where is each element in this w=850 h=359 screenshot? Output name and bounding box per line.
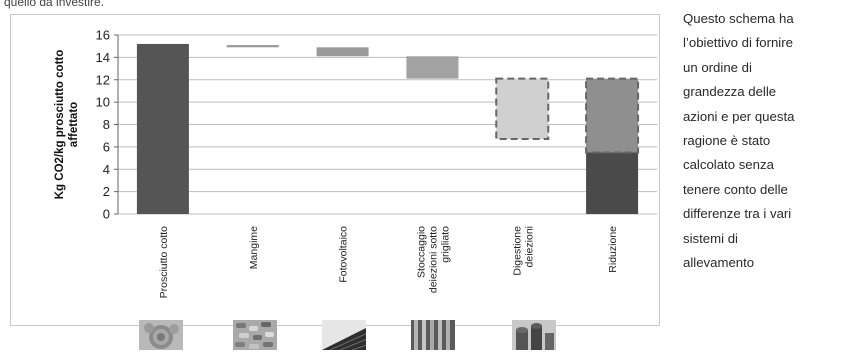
description-line: un ordine di bbox=[683, 59, 752, 75]
description-line: Questo schema ha bbox=[683, 11, 794, 26]
x-category-label-line: deiezioni bbox=[523, 226, 535, 267]
y-tick-label: 12 bbox=[96, 72, 110, 87]
y-tick-label: 4 bbox=[103, 162, 110, 177]
x-category-label-line: Riduzione bbox=[607, 226, 619, 273]
x-category-label-line: deiezioni sotto bbox=[427, 226, 439, 293]
bar bbox=[586, 152, 639, 214]
y-tick-label: 2 bbox=[103, 184, 110, 199]
chart-frame: 0 2 4 6 8 10 12 14 16 Kg CO2/kg prosciutto cotto a… bbox=[10, 14, 660, 326]
x-category-label: Stoccaggiodeiezioni sottogrigliato bbox=[415, 226, 451, 293]
grating-photo-icon bbox=[411, 320, 455, 350]
description-line: sistemi di bbox=[683, 230, 738, 246]
feed-pellets-photo-icon bbox=[233, 320, 277, 350]
x-category-label-line: Prosciutto cotto bbox=[158, 226, 170, 299]
x-category-label-line: grigliato bbox=[439, 226, 451, 263]
x-category-label: Prosciutto cotto bbox=[158, 226, 170, 299]
bar bbox=[585, 77, 640, 154]
x-category-label: Fotovoltaico bbox=[338, 226, 350, 283]
x-category-label: Riduzione bbox=[607, 226, 619, 273]
description-text: Questo schema ha l’obiettivo di fornire … bbox=[683, 7, 848, 275]
y-tick-label: 8 bbox=[103, 117, 110, 132]
y-axis-title-line: Kg CO2/kg prosciutto cotto bbox=[54, 50, 66, 200]
description-line: calcolato senza bbox=[683, 157, 774, 173]
x-category-label-line: Stoccaggio bbox=[415, 226, 427, 278]
bar bbox=[406, 56, 459, 79]
bar bbox=[316, 47, 369, 57]
description-line: ragione è stato bbox=[683, 133, 771, 149]
y-tick-label: 14 bbox=[96, 50, 110, 65]
waterfall-chart: 0 2 4 6 8 10 12 14 16 Kg CO2/kg prosciutto cotto a… bbox=[54, 28, 657, 299]
digester-photo-icon bbox=[512, 320, 556, 350]
y-axis-title-line: affettato bbox=[68, 102, 80, 147]
bar bbox=[226, 45, 279, 48]
x-category-label-line: Mangime bbox=[248, 226, 260, 269]
x-category-label: Mangime bbox=[248, 226, 260, 269]
description-line: tenere conto delle bbox=[683, 181, 788, 197]
x-category-label-line: Digestione bbox=[511, 226, 523, 276]
bar bbox=[136, 43, 189, 215]
description-line: differenze tra i vari bbox=[683, 206, 792, 222]
y-axis-title: Kg CO2/kg prosciutto cotto affettato bbox=[54, 50, 80, 200]
description-line: azioni e per questa bbox=[683, 108, 795, 124]
description-line: allevamento bbox=[683, 255, 755, 271]
y-tick-label: 0 bbox=[103, 207, 110, 222]
y-tick-label: 16 bbox=[96, 28, 110, 43]
x-category-label-line: Fotovoltaico bbox=[338, 226, 350, 283]
bar bbox=[495, 77, 550, 141]
description-line: l’obiettivo di fornire bbox=[683, 35, 793, 51]
intro-fragment-text: quello da investire. bbox=[4, 0, 105, 9]
y-tick-label: 6 bbox=[103, 139, 110, 154]
y-tick-label: 10 bbox=[96, 95, 110, 110]
cabbage-photo-icon bbox=[139, 320, 183, 350]
solar-panel-photo-icon bbox=[322, 320, 366, 350]
x-category-label: Digestionedeiezioni bbox=[511, 226, 535, 276]
description-line: grandezza delle bbox=[683, 84, 777, 100]
